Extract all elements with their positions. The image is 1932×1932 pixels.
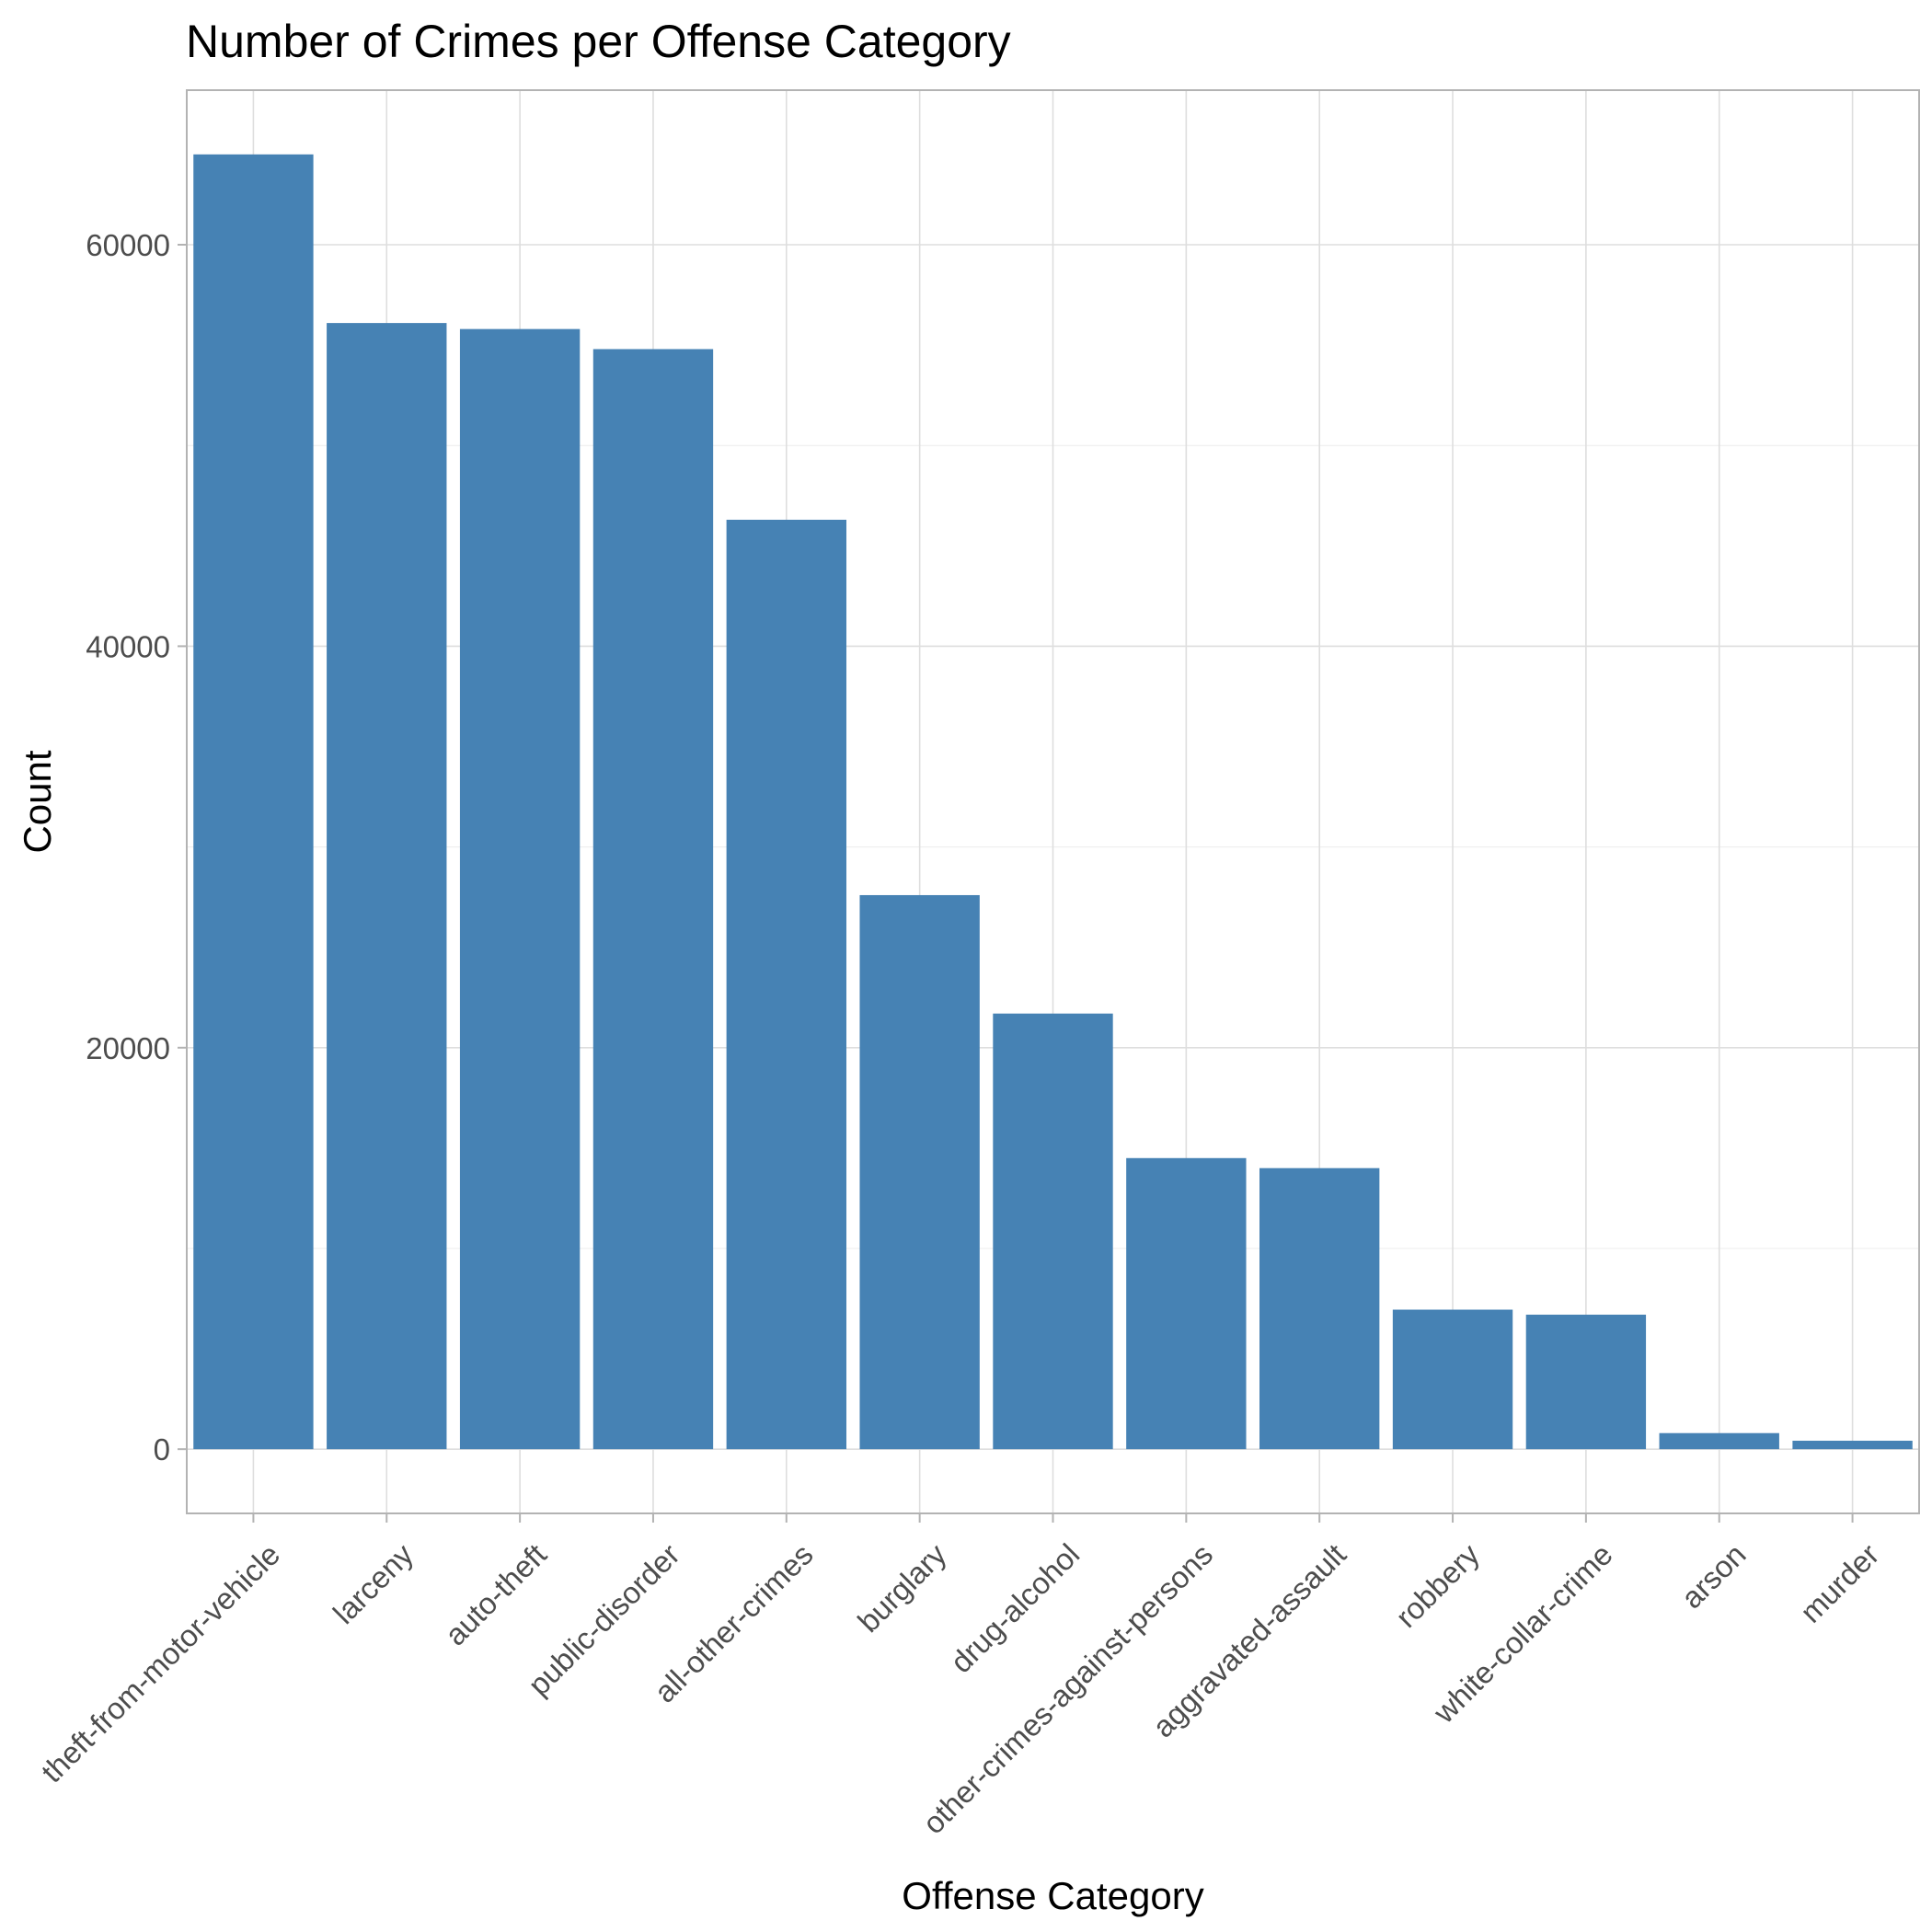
- chart-title: Number of Crimes per Offense Category: [186, 16, 1011, 67]
- x-tick-label: burglary: [851, 1536, 953, 1639]
- x-tick-label: theft-from-motor-vehicle: [35, 1537, 287, 1789]
- x-tick-label: robbery: [1389, 1536, 1487, 1634]
- x-tick-label: larceny: [327, 1536, 420, 1630]
- bars: [193, 154, 1913, 1450]
- x-tick-label: drug-alcohol: [944, 1537, 1087, 1680]
- bar: [459, 328, 581, 1450]
- x-tick-label: arson: [1674, 1537, 1753, 1616]
- bar: [1259, 1167, 1380, 1450]
- y-tick-label: 60000: [86, 228, 170, 262]
- bar: [993, 1013, 1113, 1450]
- x-tick-label: murder: [1793, 1537, 1885, 1629]
- bar: [726, 519, 846, 1450]
- x-tick-label: other-crimes-against-persons: [916, 1537, 1220, 1841]
- x-axis: theft-from-motor-vehicle larceny auto-thef…: [35, 1513, 1886, 1840]
- y-tick-label: 40000: [86, 629, 170, 663]
- y-axis-title: Count: [16, 750, 59, 853]
- y-axis: 0 20000 40000 60000: [86, 228, 187, 1466]
- bar: [1525, 1314, 1647, 1450]
- bar: [1659, 1432, 1779, 1450]
- bar: [859, 894, 980, 1450]
- bar: [592, 349, 714, 1450]
- x-axis-title: Offense Category: [902, 1874, 1203, 1917]
- bar: [1392, 1309, 1513, 1450]
- y-tick-label: 0: [154, 1432, 170, 1466]
- bar: [1126, 1157, 1247, 1450]
- x-tick-label: auto-theft: [438, 1537, 553, 1652]
- y-tick-label: 20000: [86, 1031, 170, 1065]
- bar: [327, 323, 447, 1450]
- bar: [193, 154, 314, 1450]
- bar: [1792, 1441, 1913, 1450]
